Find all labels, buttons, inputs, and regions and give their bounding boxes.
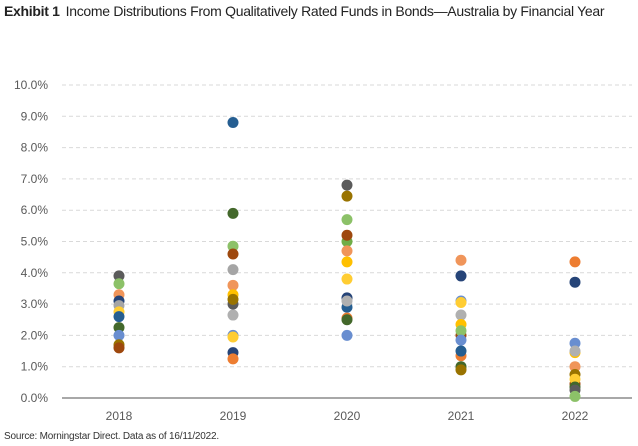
- data-point: [341, 229, 353, 241]
- y-tick-label: 5.0%: [21, 235, 49, 249]
- data-point: [569, 373, 581, 385]
- y-tick-label: 0.0%: [21, 391, 49, 405]
- data-point: [455, 297, 467, 309]
- x-tick-label: 2019: [220, 409, 247, 423]
- data-point: [569, 345, 581, 357]
- y-tick-label: 3.0%: [21, 297, 49, 311]
- data-point: [455, 345, 467, 357]
- y-tick-label: 6.0%: [21, 203, 49, 217]
- data-point: [113, 311, 125, 323]
- data-point: [341, 329, 353, 341]
- data-point: [569, 256, 581, 268]
- data-point: [113, 278, 125, 290]
- y-tick-label: 1.0%: [21, 360, 49, 374]
- y-tick-label: 10.0%: [14, 78, 48, 92]
- data-point: [227, 207, 239, 219]
- source-note: Source: Morningstar Direct. Data as of 1…: [4, 431, 219, 442]
- y-tick-label: 8.0%: [21, 141, 49, 155]
- data-point: [341, 190, 353, 202]
- data-point: [341, 245, 353, 257]
- data-point: [341, 295, 353, 307]
- data-point: [113, 329, 125, 341]
- y-tick-label: 4.0%: [21, 266, 49, 280]
- data-point: [227, 279, 239, 291]
- data-point: [455, 325, 467, 337]
- data-point: [569, 337, 581, 349]
- data-point: [227, 264, 239, 276]
- data-point: [227, 293, 239, 305]
- data-point: [569, 276, 581, 288]
- data-point: [341, 314, 353, 326]
- data-point: [227, 353, 239, 365]
- x-tick-label: 2020: [334, 409, 361, 423]
- data-point: [341, 256, 353, 268]
- data-point: [455, 270, 467, 282]
- title-text: Income Distributions From Qualitatively …: [65, 3, 605, 19]
- data-point: [455, 334, 467, 346]
- y-tick-label: 2.0%: [21, 328, 49, 342]
- data-point: [227, 248, 239, 260]
- data-point: [569, 390, 581, 402]
- data-point: [341, 179, 353, 191]
- data-point: [113, 342, 125, 354]
- data-point: [227, 240, 239, 252]
- data-point: [227, 331, 239, 343]
- y-tick-label: 7.0%: [21, 172, 49, 186]
- x-tick-label: 2022: [562, 409, 589, 423]
- data-point: [113, 270, 125, 282]
- data-point: [341, 273, 353, 285]
- data-point: [455, 309, 467, 321]
- data-point: [455, 254, 467, 266]
- x-tick-label: 2021: [448, 409, 475, 423]
- x-tick-label: 2018: [106, 409, 133, 423]
- data-point: [113, 322, 125, 334]
- exhibit-label: Exhibit 1: [4, 3, 60, 19]
- data-point: [455, 364, 467, 376]
- data-point: [227, 117, 239, 129]
- data-point: [341, 214, 353, 226]
- data-point: [569, 361, 581, 373]
- y-tick-label: 9.0%: [21, 109, 49, 123]
- chart-title: Exhibit 1 Income Distributions From Quali…: [4, 3, 604, 19]
- data-point: [227, 309, 239, 321]
